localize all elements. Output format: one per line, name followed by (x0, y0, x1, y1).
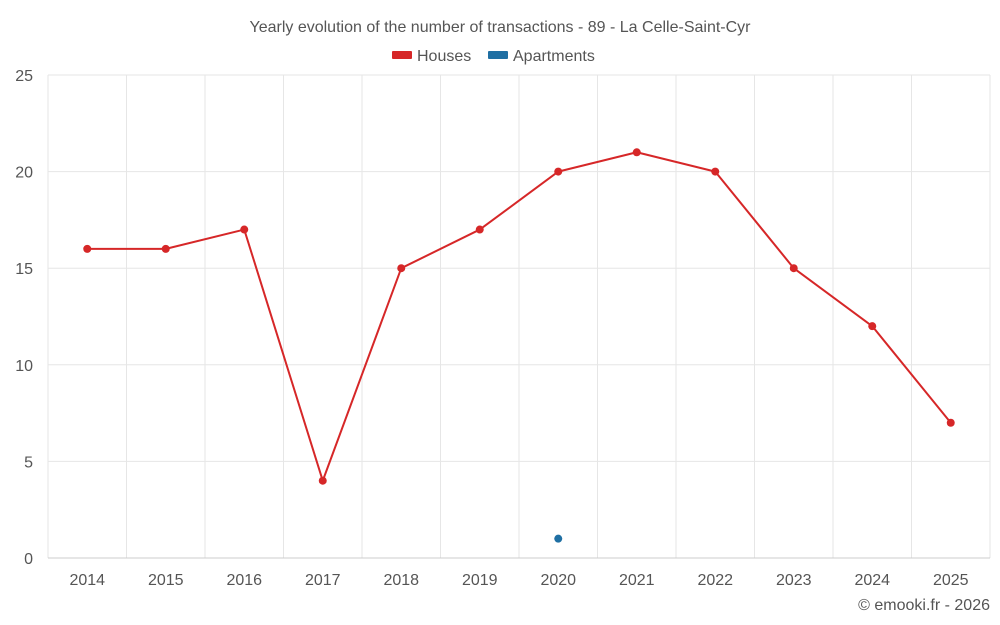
legend: Houses Apartments (392, 48, 595, 65)
data-point-houses-2025[interactable] (946, 418, 955, 427)
chart-title: Yearly evolution of the number of transa… (250, 19, 752, 36)
data-point-houses-2022[interactable] (711, 167, 720, 176)
data-point-houses-2014[interactable] (83, 244, 92, 253)
x-tick-label: 2016 (226, 572, 262, 589)
data-point-houses-2018[interactable] (397, 264, 406, 273)
y-tick-label: 10 (15, 358, 33, 375)
legend-label-apartments[interactable]: Apartments (513, 48, 595, 65)
y-tick-label: 25 (15, 68, 33, 85)
credit-text: © emooki.fr - 2026 (858, 597, 990, 614)
x-tick-label: 2014 (69, 572, 105, 589)
data-point-houses-2020[interactable] (554, 167, 563, 176)
x-tick-label: 2022 (697, 572, 733, 589)
legend-label-houses[interactable]: Houses (417, 48, 471, 65)
legend-swatch-apartments (488, 51, 508, 59)
data-point-apartments-2020[interactable] (554, 534, 563, 543)
y-tick-label: 20 (15, 165, 33, 182)
series-layer (83, 148, 955, 543)
data-point-houses-2019[interactable] (475, 225, 484, 234)
x-tick-label: 2018 (383, 572, 419, 589)
data-point-houses-2017[interactable] (318, 476, 327, 485)
y-tick-label: 0 (24, 551, 33, 568)
data-point-houses-2023[interactable] (789, 264, 798, 273)
x-tick-label: 2021 (619, 572, 655, 589)
data-point-houses-2024[interactable] (868, 322, 877, 331)
x-tick-label: 2019 (462, 572, 498, 589)
x-tick-label: 2017 (305, 572, 341, 589)
x-tick-label: 2025 (933, 572, 969, 589)
data-point-houses-2016[interactable] (240, 225, 249, 234)
x-gridlines (47, 75, 991, 558)
data-point-houses-2015[interactable] (161, 244, 170, 253)
legend-swatch-houses (392, 51, 412, 59)
x-tick-label: 2015 (148, 572, 184, 589)
x-axis-ticks: 2014 2015 2016 2017 2018 2019 2020 2021 2022 2023… (69, 572, 968, 589)
x-tick-label: 2024 (854, 572, 890, 589)
y-tick-label: 15 (15, 261, 33, 278)
series-line-houses (87, 151, 952, 482)
y-tick-label: 5 (24, 454, 33, 471)
x-tick-label: 2023 (776, 572, 812, 589)
y-axis-ticks: 0 5 10 15 20 25 (15, 68, 33, 568)
x-tick-label: 2020 (540, 572, 576, 589)
data-point-houses-2021[interactable] (632, 148, 641, 157)
